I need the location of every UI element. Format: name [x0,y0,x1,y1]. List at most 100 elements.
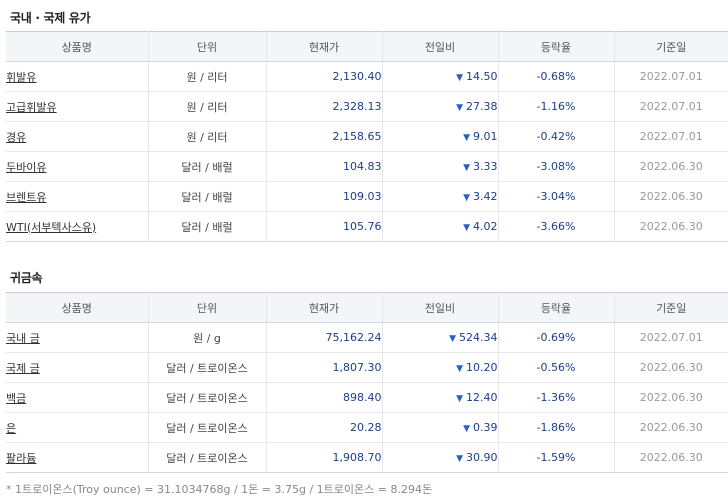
current-price-cell: 898.40 [266,382,383,413]
change-rate-cell: -1.16% [498,91,615,122]
table-row: 은 달러 / 트로이온스 20.28 ▼ 0.39 -1.86% 2022.06.30 [6,412,728,443]
down-arrow-icon: ▼ [456,454,463,464]
section-title-oil-prices: 국내 · 국제 유가 [10,11,91,25]
product-link[interactable]: 국내 금 [6,331,40,345]
reference-date-cell: 2022.06.30 [614,181,728,212]
reference-date-cell: 2022.07.01 [614,322,728,353]
unit-cell: 달러 / 배럴 [148,181,267,212]
header-price: 현재가 [266,31,383,62]
table-row: 백금 달러 / 트로이온스 898.40 ▼ 12.40 -1.36% 2022.06.30 [6,382,728,413]
change-rate-cell: -0.69% [498,322,615,353]
table-row: 고급휘발유 원 / 리터 2,328.13 ▼ 27.38 -1.16% 2022.07.0… [6,91,728,122]
reference-date-cell: 2022.06.30 [614,382,728,413]
header-price: 현재가 [266,292,383,323]
change-rate-cell: -3.66% [498,211,615,242]
header-rate: 등락율 [498,292,615,323]
product-link[interactable]: WTI(서부텍사스유) [6,220,97,234]
table-header-row: 상품명 단위 현재가 전일비 등락율 기준일 [6,292,728,323]
product-link[interactable]: 경유 [6,130,27,144]
change-cell: ▼ 4.02 [382,211,499,242]
product-name-cell: 휘발유 [6,61,149,92]
change-value: 3.33 [473,160,498,173]
unit-cell: 달러 / 트로이온스 [148,382,267,413]
product-name-cell: 경유 [6,121,149,152]
down-arrow-icon: ▼ [463,424,470,434]
change-cell: ▼ 3.33 [382,151,499,182]
reference-date-cell: 2022.06.30 [614,211,728,242]
current-price-cell: 2,158.65 [266,121,383,152]
down-arrow-icon: ▼ [463,163,470,173]
header-date: 기준일 [614,292,728,323]
table-row: 경유 원 / 리터 2,158.65 ▼ 9.01 -0.42% 2022.07.01 [6,121,728,152]
unit-cell: 원 / g [148,322,267,353]
down-arrow-icon: ▼ [449,334,456,344]
change-cell: ▼ 27.38 [382,91,499,122]
current-price-cell: 20.28 [266,412,383,443]
product-link[interactable]: 두바이유 [6,160,47,174]
reference-date-cell: 2022.06.30 [614,151,728,182]
change-value: 9.01 [473,130,498,143]
product-link[interactable]: 브렌트유 [6,190,47,204]
down-arrow-icon: ▼ [456,394,463,404]
current-price-cell: 109.03 [266,181,383,212]
change-cell: ▼ 9.01 [382,121,499,152]
change-cell: ▼ 30.90 [382,442,499,473]
change-rate-cell: -1.86% [498,412,615,443]
change-cell: ▼ 12.40 [382,382,499,413]
product-link[interactable]: 휘발유 [6,70,37,84]
table-header-row: 상품명 단위 현재가 전일비 등락율 기준일 [6,31,728,62]
reference-date-cell: 2022.07.01 [614,121,728,152]
change-cell: ▼ 524.34 [382,322,499,353]
change-rate-cell: -1.59% [498,442,615,473]
change-value: 4.02 [473,220,498,233]
change-rate-cell: -3.04% [498,181,615,212]
down-arrow-icon: ▼ [456,103,463,113]
unit-cell: 원 / 리터 [148,61,267,92]
product-link[interactable]: 고급휘발유 [6,100,57,114]
current-price-cell: 1,908.70 [266,442,383,473]
unit-cell: 원 / 리터 [148,91,267,122]
product-name-cell: 브렌트유 [6,181,149,212]
change-rate-cell: -0.68% [498,61,615,92]
change-value: 3.42 [473,190,498,203]
current-price-cell: 75,162.24 [266,322,383,353]
change-rate-cell: -1.36% [498,382,615,413]
change-value: 10.20 [466,361,498,374]
product-link[interactable]: 국제 금 [6,361,40,375]
precious-metal-table: 상품명 단위 현재가 전일비 등락율 기준일 국내 금 원 / g 75,162.2… [6,292,728,473]
down-arrow-icon: ▼ [463,193,470,203]
section-title-precious-metals: 귀금속 [10,271,43,285]
change-rate-cell: -0.42% [498,121,615,152]
table-row: 팔라듐 달러 / 트로이온스 1,908.70 ▼ 30.90 -1.59% 2022.06… [6,442,728,473]
down-arrow-icon: ▼ [463,223,470,233]
header-unit: 단위 [148,31,267,62]
header-rate: 등락율 [498,31,615,62]
header-unit: 단위 [148,292,267,323]
header-product: 상품명 [6,292,149,323]
current-price-cell: 2,328.13 [266,91,383,122]
product-name-cell: 은 [6,412,149,443]
current-price-cell: 1,807.30 [266,352,383,383]
product-link[interactable]: 백금 [6,391,27,405]
change-rate-cell: -3.08% [498,151,615,182]
change-cell: ▼ 10.20 [382,352,499,383]
current-price-cell: 104.83 [266,151,383,182]
product-link[interactable]: 팔라듐 [6,451,37,465]
down-arrow-icon: ▼ [456,364,463,374]
change-cell: ▼ 3.42 [382,181,499,212]
change-cell: ▼ 0.39 [382,412,499,443]
reference-date-cell: 2022.07.01 [614,91,728,122]
product-link[interactable]: 은 [6,421,17,435]
reference-date-cell: 2022.06.30 [614,442,728,473]
unit-cell: 달러 / 트로이온스 [148,412,267,443]
table-row: 두바이유 달러 / 배럴 104.83 ▼ 3.33 -3.08% 2022.06.30 [6,151,728,182]
header-change: 전일비 [382,292,499,323]
change-value: 30.90 [466,451,498,464]
product-name-cell: 팔라듐 [6,442,149,473]
change-value: 27.38 [466,100,498,113]
reference-date-cell: 2022.07.01 [614,61,728,92]
change-value: 14.50 [466,70,498,83]
current-price-cell: 105.76 [266,211,383,242]
unit-cell: 원 / 리터 [148,121,267,152]
table-row: WTI(서부텍사스유) 달러 / 배럴 105.76 ▼ 4.02 -3.66% 2022.… [6,211,728,242]
